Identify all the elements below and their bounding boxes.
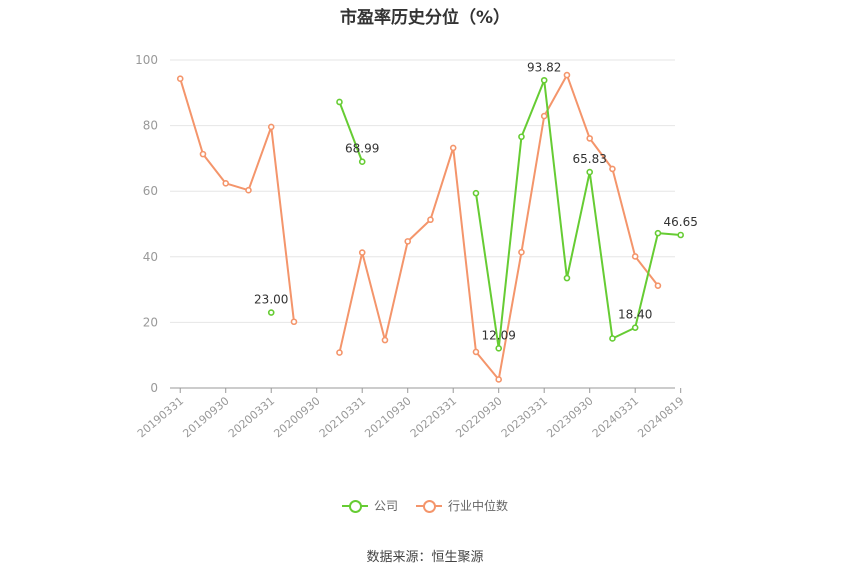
data-point <box>609 165 616 173</box>
x-tick-label: 20220930 <box>453 394 504 440</box>
data-label: 18.40 <box>618 308 652 322</box>
data-point <box>267 123 275 131</box>
data-label: 12.09 <box>482 328 516 342</box>
data-point <box>518 248 525 256</box>
x-tick-label: 20240819 <box>635 394 686 440</box>
data-point <box>495 345 503 352</box>
data-point <box>472 348 480 356</box>
data-label: 46.65 <box>664 215 698 229</box>
data-point <box>245 186 252 194</box>
x-tick-label: 20230930 <box>544 394 595 440</box>
data-point <box>267 309 275 316</box>
data-point <box>495 376 503 383</box>
x-tick-label: 20210331 <box>317 394 368 440</box>
data-label: 93.82 <box>527 60 561 74</box>
data-label: 23.00 <box>254 293 288 307</box>
data-point <box>199 150 207 158</box>
data-point <box>290 318 298 326</box>
x-tick-label: 20200331 <box>226 394 277 440</box>
data-point <box>358 249 366 256</box>
legend-item-company[interactable]: 公司 <box>341 497 398 514</box>
x-tick-label: 20230331 <box>499 394 550 440</box>
data-point <box>609 335 616 342</box>
data-point <box>222 180 230 187</box>
data-point <box>586 135 593 142</box>
data-point <box>654 282 662 289</box>
data-point <box>631 253 639 260</box>
data-point <box>176 75 184 82</box>
data-point <box>540 76 548 84</box>
x-tick-label: 20200930 <box>271 394 322 440</box>
data-point <box>472 189 480 197</box>
y-tick-label: 60 <box>143 184 158 198</box>
data-point <box>586 168 593 176</box>
data-point <box>404 238 412 245</box>
source-note: 数据来源：恒生聚源 <box>366 550 484 565</box>
data-point <box>677 231 684 239</box>
series-line-0 <box>474 79 681 350</box>
y-tick-label: 0 <box>150 381 158 395</box>
y-tick-label: 20 <box>143 315 158 329</box>
x-tick-label: 20190331 <box>135 394 186 440</box>
data-point <box>336 349 343 356</box>
data-point <box>540 112 548 120</box>
legend-swatch-company <box>341 499 368 513</box>
data-point <box>358 158 366 166</box>
legend-item-industry-median[interactable]: 行业中位数 <box>416 497 508 514</box>
legend-label-company: 公司 <box>373 499 398 513</box>
data-point <box>336 98 343 106</box>
legend: 公司 行业中位数 <box>0 497 850 514</box>
data-point <box>449 144 457 152</box>
y-tick-label: 80 <box>143 119 158 133</box>
y-tick-label: 40 <box>143 250 158 264</box>
data-point <box>563 71 571 79</box>
data-label: 65.83 <box>573 152 607 166</box>
x-tick-label: 20240331 <box>590 394 641 440</box>
x-tick-label: 20190930 <box>180 394 231 440</box>
data-point <box>654 229 662 237</box>
x-tick-label: 20220331 <box>408 394 459 440</box>
data-point <box>631 324 639 331</box>
series-line-0 <box>338 101 364 163</box>
chart-title: 市盈率历史分位（%） <box>339 8 511 28</box>
legend-swatch-industry-median <box>416 499 442 513</box>
series-line-1 <box>179 78 295 322</box>
data-point <box>563 274 571 282</box>
legend-label-industry-median: 行业中位数 <box>448 499 509 513</box>
y-tick-label: 100 <box>135 53 158 67</box>
x-tick-label: 20210930 <box>362 394 413 440</box>
data-point <box>518 133 525 141</box>
data-point <box>381 336 389 344</box>
data-point <box>427 216 434 224</box>
data-label: 68.99 <box>345 142 379 156</box>
